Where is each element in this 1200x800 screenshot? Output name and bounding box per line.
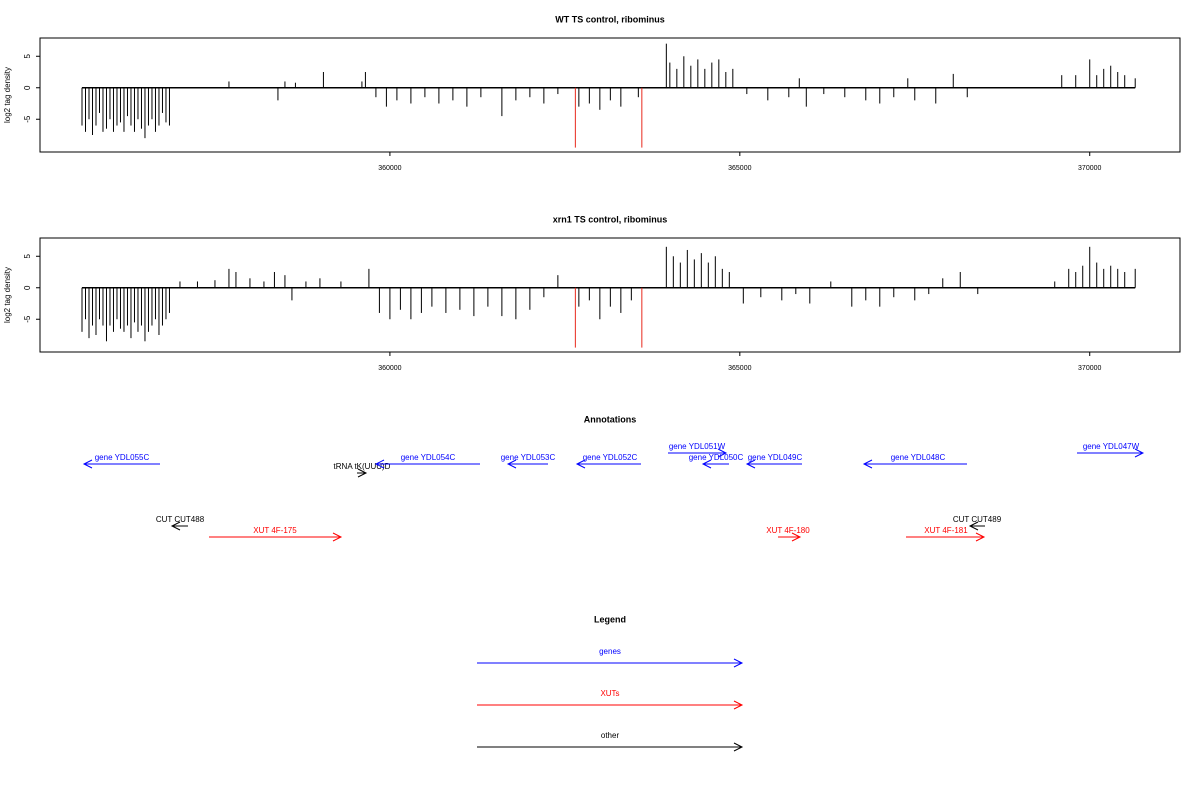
- arrow-head: [82, 459, 93, 469]
- arrow-head: [968, 521, 979, 531]
- annotation-label: gene YDL054C: [401, 453, 456, 462]
- arrow-head: [975, 532, 986, 542]
- y-tick-label: 5: [23, 253, 32, 258]
- annotation-label: gene YDL050C: [689, 453, 744, 462]
- arrow-head: [733, 700, 744, 710]
- arrow-head: [506, 459, 517, 469]
- annotation-label: gene YDL048C: [891, 453, 946, 462]
- annotation-label: XUT 4F-175: [253, 526, 297, 535]
- x-tick-label: 360000: [378, 165, 401, 172]
- annotation-label: gene YDL052C: [583, 453, 638, 462]
- y-tick-label: 5: [23, 53, 32, 58]
- plot-frame: [39, 37, 1181, 153]
- legend-label: genes: [599, 647, 621, 656]
- annotation-label: gene YDL047W: [1083, 442, 1140, 451]
- arrow-head: [701, 459, 712, 469]
- x-tick-label: 370000: [1078, 365, 1101, 372]
- arrow-head: [332, 532, 343, 542]
- annotation-label: CUT CUT489: [953, 515, 1002, 524]
- plot-frame: [39, 237, 1181, 353]
- arrow-head: [575, 459, 586, 469]
- arrow-head: [1134, 448, 1145, 458]
- annotation-label: CUT CUT488: [156, 515, 205, 524]
- x-tick-label: 365000: [728, 165, 751, 172]
- legend-label: XUTs: [600, 689, 619, 698]
- y-tick-label: -5: [23, 115, 32, 123]
- arrow-head: [733, 658, 744, 668]
- annotation-label: gene YDL053C: [501, 453, 556, 462]
- annotation-label: XUT 4F-180: [766, 526, 810, 535]
- annotation-label: gene YDL049C: [748, 453, 803, 462]
- arrow-head: [862, 459, 873, 469]
- annotation-label: XUT 4F-181: [924, 526, 968, 535]
- legend-title: Legend: [594, 614, 626, 624]
- chart-title: xrn1 TS control, ribominus: [553, 214, 668, 224]
- arrow-head: [791, 532, 802, 542]
- annotation-label: gene YDL051W: [669, 442, 726, 451]
- x-tick-label: 365000: [728, 365, 751, 372]
- y-axis-label: log2 tag density: [3, 67, 12, 123]
- annotations-title: Annotations: [584, 414, 637, 424]
- y-tick-label: 0: [23, 285, 32, 290]
- x-tick-label: 360000: [378, 365, 401, 372]
- arrow-head: [733, 742, 744, 752]
- y-tick-label: 0: [23, 85, 32, 90]
- arrow-head: [717, 448, 728, 458]
- chart-title: WT TS control, ribominus: [555, 14, 665, 24]
- annotation-label: gene YDL055C: [95, 453, 150, 462]
- arrow-head: [170, 521, 181, 531]
- arrow-head: [357, 468, 368, 478]
- y-tick-label: -5: [23, 315, 32, 323]
- arrow-head: [374, 459, 385, 469]
- y-axis-label: log2 tag density: [3, 267, 12, 323]
- annotation-label: tRNA tK(UUU)D: [334, 462, 391, 471]
- arrow-head: [745, 459, 756, 469]
- legend-label: other: [601, 731, 620, 740]
- x-tick-label: 370000: [1078, 165, 1101, 172]
